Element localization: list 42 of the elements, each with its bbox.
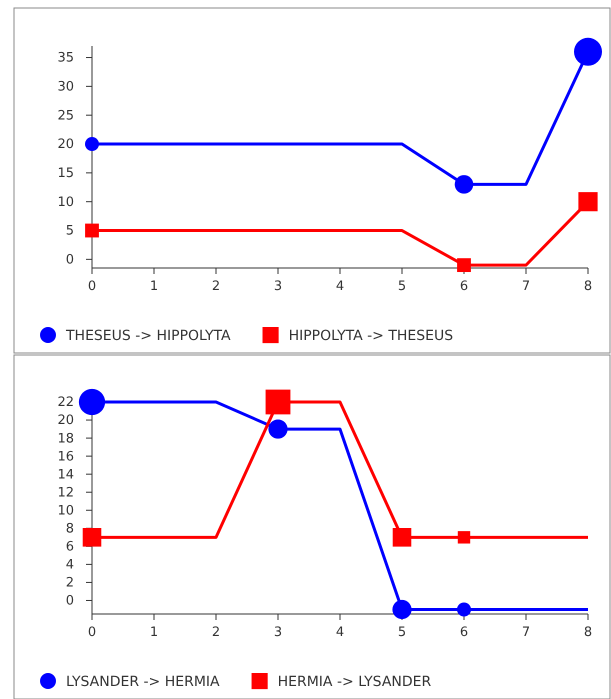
x-tick-label: 4	[336, 625, 344, 640]
x-tick-label: 6	[460, 279, 468, 294]
x-tick-label: 8	[584, 279, 592, 294]
y-tick-label: 20	[57, 413, 74, 428]
legend-label: LYSANDER -> HERMIA	[66, 674, 220, 690]
y-tick-label: 10	[57, 194, 74, 210]
y-tick-label: 8	[66, 521, 74, 536]
y-tick-label: 2	[66, 576, 74, 591]
x-tick-label: 8	[584, 625, 592, 640]
x-tick-label: 2	[212, 279, 220, 294]
x-tick-label: 4	[336, 279, 344, 294]
y-tick-label: 4	[66, 558, 74, 573]
y-tick-label: 18	[57, 431, 74, 446]
legend-label: THESEUS -> HIPPOLYTA	[65, 328, 231, 344]
x-tick-label: 5	[398, 279, 406, 294]
x-tick-label: 3	[274, 279, 282, 294]
legend-label: HIPPOLYTA -> THESEUS	[288, 328, 454, 344]
x-tick-label: 1	[150, 625, 158, 640]
x-tick-label: 1	[150, 279, 158, 294]
y-tick-label: 0	[66, 252, 74, 268]
x-tick-label: 7	[522, 279, 530, 294]
x-tick-label: 7	[522, 625, 530, 640]
x-tick-label: 6	[460, 625, 468, 640]
x-tick-label: 2	[212, 625, 220, 640]
x-tick-label: 5	[398, 625, 406, 640]
y-tick-label: 14	[57, 467, 74, 482]
y-tick-label: 5	[66, 224, 74, 239]
x-tick-label: 3	[274, 625, 282, 640]
y-tick-label: 16	[57, 449, 74, 464]
x-tick-label: 0	[88, 279, 96, 294]
y-tick-label: 10	[57, 503, 74, 518]
legend-label: HERMIA -> LYSANDER	[278, 674, 432, 690]
y-tick-label: 30	[57, 80, 74, 95]
x-tick-label: 0	[88, 625, 96, 640]
y-tick-label: 35	[57, 50, 74, 66]
y-tick-label: 6	[66, 540, 74, 555]
y-tick-label: 20	[57, 137, 74, 152]
y-tick-label: 0	[66, 594, 74, 609]
y-tick-label: 12	[57, 485, 74, 500]
y-tick-label: 15	[57, 166, 74, 182]
y-tick-label: 22	[57, 395, 74, 410]
y-tick-label: 25	[57, 108, 74, 124]
